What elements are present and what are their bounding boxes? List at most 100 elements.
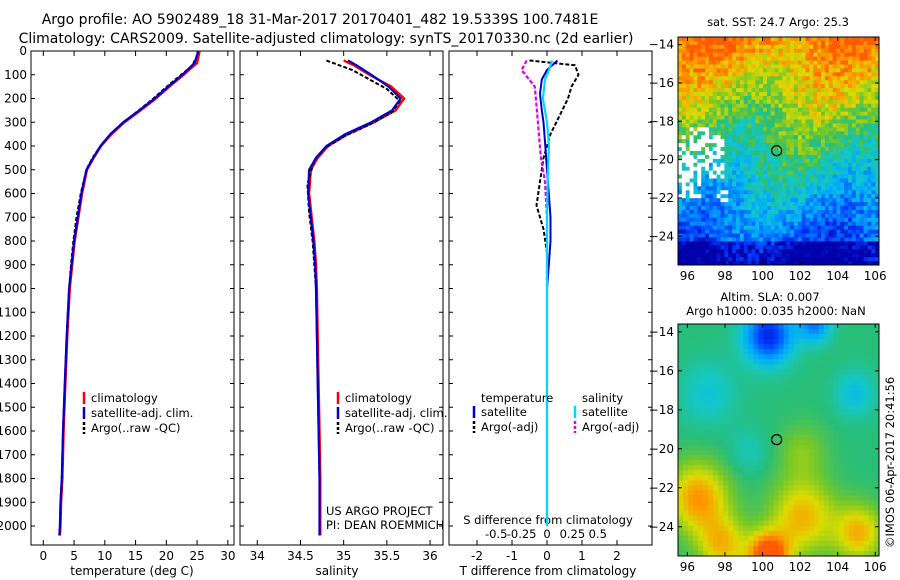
sla-pixel xyxy=(868,324,875,330)
sla-pixel xyxy=(758,359,764,365)
sst-pixel xyxy=(801,60,806,65)
sla-pixel xyxy=(843,525,850,532)
sst-pixel xyxy=(763,72,768,77)
sst-pixel xyxy=(817,182,822,187)
sst-pixel xyxy=(813,147,818,152)
sla-pixel xyxy=(863,339,870,345)
depth-tick-label: 800 xyxy=(4,234,27,248)
sst-pixel xyxy=(770,253,776,258)
sst-pixel xyxy=(681,186,687,191)
sst-pixel xyxy=(832,72,837,77)
sst-pixel xyxy=(724,92,729,97)
sst-pixel xyxy=(770,241,776,246)
sst-pixel xyxy=(763,225,768,231)
sst-pixel xyxy=(875,143,879,148)
sst-pixel xyxy=(797,202,803,207)
sst-pixel xyxy=(766,123,772,128)
sla-pixel xyxy=(823,515,830,522)
sla-pixel xyxy=(743,450,749,456)
sst-pixel xyxy=(836,249,841,254)
sst-pixel xyxy=(840,206,845,211)
sla-pixel xyxy=(808,515,815,522)
sst-pixel xyxy=(774,194,779,199)
sla-pixel xyxy=(863,344,870,350)
sla-pixel xyxy=(793,485,800,491)
sst-pixel xyxy=(712,202,718,207)
sst-pixel xyxy=(797,115,803,120)
sst-pixel xyxy=(755,135,760,140)
sla-pixel xyxy=(678,344,684,350)
sst-pixel xyxy=(782,64,787,69)
sst-pixel xyxy=(708,135,714,140)
sla-pixel xyxy=(788,510,794,517)
sst-pixel xyxy=(724,37,729,42)
sla-pixel xyxy=(753,389,759,396)
sla-pixel xyxy=(683,480,689,486)
sla-pixel xyxy=(823,450,830,456)
sst-pixel xyxy=(793,37,799,42)
sla-pixel xyxy=(873,414,879,421)
sla-pixel xyxy=(753,520,759,527)
sst-pixel xyxy=(716,166,721,172)
sla-pixel xyxy=(868,329,875,335)
sst-pixel xyxy=(821,174,826,179)
sst-pixel xyxy=(720,194,725,199)
x-tick-label: 34 xyxy=(250,549,265,563)
sla-pixel xyxy=(763,389,769,396)
sla-pixel xyxy=(848,374,855,380)
sst-pixel xyxy=(801,182,806,187)
sst-pixel xyxy=(712,60,718,65)
sst-pixel xyxy=(824,60,830,65)
sst-pixel xyxy=(863,92,868,97)
sst-pixel xyxy=(821,143,826,148)
sla-pixel xyxy=(803,399,810,406)
sst-pixel xyxy=(693,115,698,120)
sst-pixel xyxy=(743,229,748,234)
sst-pixel xyxy=(712,213,718,219)
sst-pixel xyxy=(697,123,702,128)
sla-pixel xyxy=(848,389,855,396)
sla-pixel xyxy=(683,394,689,401)
sst-pixel xyxy=(697,245,702,250)
sla-pixel xyxy=(683,349,689,355)
sst-pixel xyxy=(855,233,861,238)
sst-pixel xyxy=(875,92,879,97)
sst-pixel xyxy=(851,72,857,77)
sst-pixel xyxy=(851,182,857,187)
sla-pixel xyxy=(693,495,699,501)
sst-pixel xyxy=(678,127,683,132)
sla-pixel xyxy=(858,460,865,466)
sst-pixel xyxy=(809,99,814,105)
sla-pixel xyxy=(798,470,805,476)
sst-pixel xyxy=(821,64,826,69)
sst-pixel xyxy=(747,237,752,242)
sla-pixel xyxy=(713,475,719,481)
sst-pixel xyxy=(693,88,698,93)
sst-pixel xyxy=(689,151,694,156)
sst-pixel xyxy=(774,44,779,50)
sst-pixel xyxy=(735,225,741,231)
sla-pixel xyxy=(693,510,699,517)
sst-pixel xyxy=(871,182,876,187)
sst-pixel xyxy=(705,131,710,136)
sst-pixel xyxy=(875,213,879,219)
sst-pixel xyxy=(790,154,795,160)
sst-pixel xyxy=(821,261,826,265)
sst-pixel xyxy=(790,60,795,65)
sst-pixel xyxy=(766,178,772,183)
sst-pixel xyxy=(763,194,768,199)
sst-pixel xyxy=(720,56,725,61)
sst-pixel xyxy=(786,221,791,227)
sst-pixel xyxy=(678,107,683,113)
sla-pixel xyxy=(853,445,860,451)
sst-pixel xyxy=(728,115,733,120)
sla-pixel xyxy=(863,429,870,436)
sst-pixel xyxy=(801,166,806,172)
sla-pixel xyxy=(803,419,810,426)
sst-pixel xyxy=(790,257,795,262)
sst-pixel xyxy=(844,119,849,124)
sla-pixel xyxy=(718,329,724,335)
sla-pixel xyxy=(688,414,694,421)
sla-pixel xyxy=(823,354,830,360)
sst-pixel xyxy=(859,68,864,73)
